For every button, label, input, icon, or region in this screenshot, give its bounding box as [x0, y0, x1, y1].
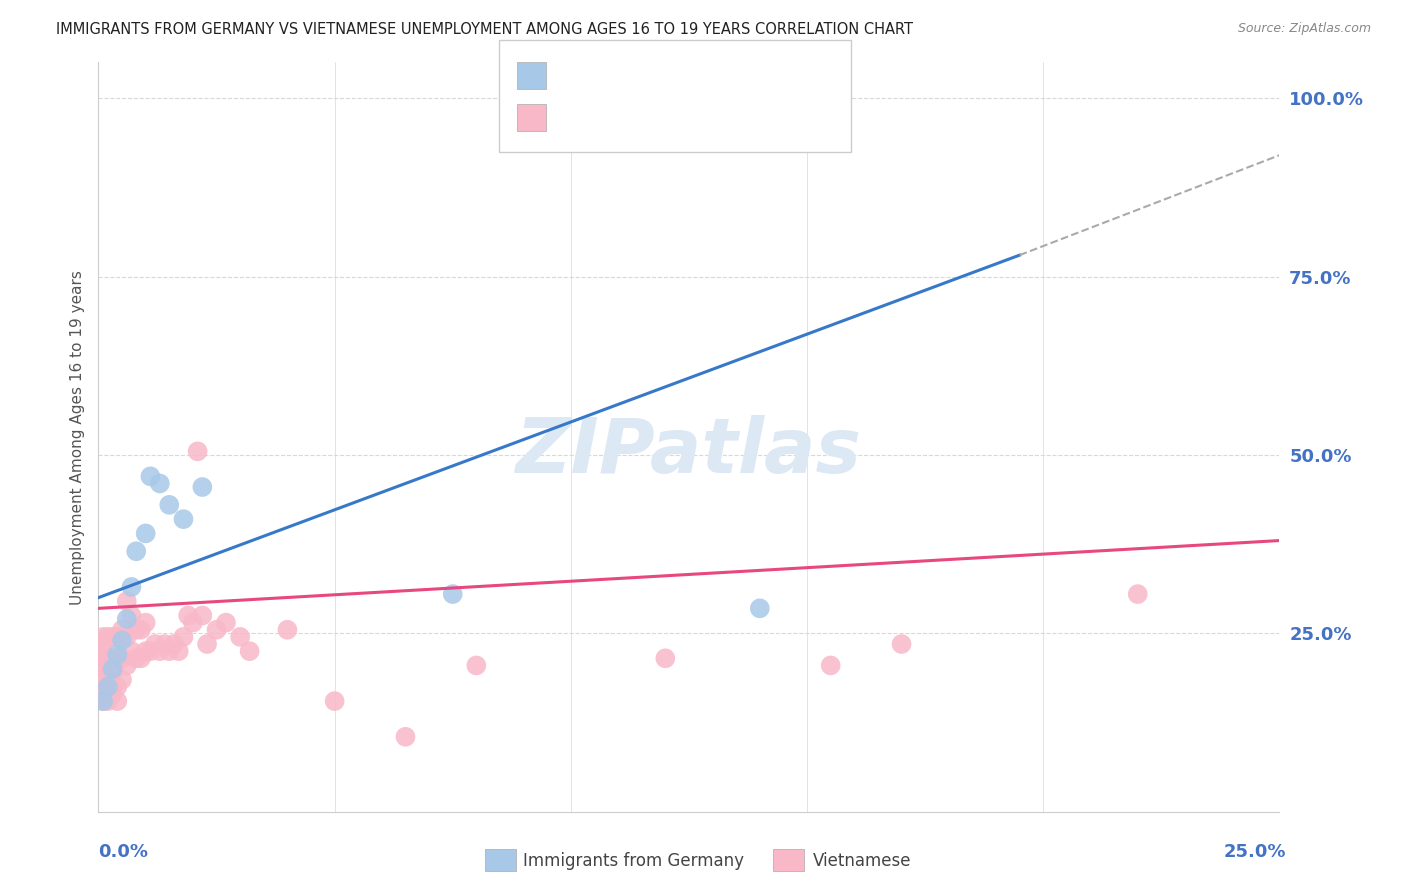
Point [97, 694, 120, 708]
Point [129, 651, 152, 665]
Text: 0.112: 0.112 [598, 109, 645, 123]
Point [139, 469, 162, 483]
Point [748, 601, 770, 615]
Point [163, 637, 186, 651]
Point [187, 444, 209, 458]
Point [105, 648, 128, 662]
Point [97, 680, 120, 694]
Point [149, 476, 172, 491]
Point [181, 615, 204, 630]
Point [167, 644, 190, 658]
Text: 16: 16 [700, 67, 721, 81]
Text: ZIPatlas: ZIPatlas [516, 415, 862, 489]
Point [97, 673, 120, 687]
Text: 0.0%: 0.0% [98, 843, 149, 861]
Point [91, 694, 114, 708]
Point [101, 687, 124, 701]
Point [135, 644, 157, 658]
Point [101, 651, 124, 665]
Point [91, 644, 114, 658]
Point [215, 615, 238, 630]
Point [111, 633, 134, 648]
Point [125, 544, 148, 558]
Text: IMMIGRANTS FROM GERMANY VS VIETNAMESE UNEMPLOYMENT AMONG AGES 16 TO 19 YEARS COR: IMMIGRANTS FROM GERMANY VS VIETNAMESE UN… [56, 22, 914, 37]
Point [191, 480, 214, 494]
Text: Immigrants from Germany: Immigrants from Germany [523, 852, 744, 870]
Point [121, 608, 143, 623]
Point [465, 658, 488, 673]
Point [205, 623, 228, 637]
Text: R =: R = [554, 67, 588, 81]
Point [820, 658, 842, 673]
Point [101, 662, 124, 676]
Point [121, 580, 143, 594]
Point [105, 694, 128, 708]
Point [101, 680, 124, 694]
Point [91, 687, 114, 701]
Point [91, 637, 114, 651]
Point [97, 687, 120, 701]
Text: 25.0%: 25.0% [1225, 843, 1286, 861]
Point [890, 637, 912, 651]
Point [191, 608, 214, 623]
Point [115, 658, 138, 673]
Point [97, 630, 120, 644]
Point [101, 630, 124, 644]
Text: 65: 65 [700, 109, 721, 123]
Point [157, 644, 180, 658]
Point [111, 651, 134, 665]
Point [97, 680, 120, 694]
Point [239, 644, 262, 658]
Text: Vietnamese: Vietnamese [813, 852, 911, 870]
Point [229, 630, 252, 644]
Point [121, 644, 143, 658]
Point [91, 658, 114, 673]
Point [172, 630, 194, 644]
Point [394, 730, 416, 744]
Point [91, 651, 114, 665]
Point [157, 498, 180, 512]
Point [125, 623, 148, 637]
Point [143, 637, 166, 651]
Text: 0.513: 0.513 [598, 67, 645, 81]
Point [111, 673, 134, 687]
Point [135, 615, 157, 630]
Point [91, 680, 114, 694]
Point [111, 623, 134, 637]
Point [97, 651, 120, 665]
Text: N =: N = [661, 109, 695, 123]
Point [139, 644, 162, 658]
Point [91, 665, 114, 680]
Point [153, 637, 176, 651]
Point [177, 608, 200, 623]
Y-axis label: Unemployment Among Ages 16 to 19 years: Unemployment Among Ages 16 to 19 years [69, 269, 84, 605]
Point [135, 526, 157, 541]
Point [115, 594, 138, 608]
Point [129, 623, 152, 637]
Point [105, 651, 128, 665]
Point [323, 694, 346, 708]
Point [441, 587, 464, 601]
Text: N =: N = [661, 67, 695, 81]
Point [115, 612, 138, 626]
Point [91, 694, 114, 708]
Point [105, 630, 128, 644]
Point [91, 673, 114, 687]
Point [91, 630, 114, 644]
Point [276, 623, 298, 637]
Point [149, 644, 172, 658]
Point [101, 665, 124, 680]
Point [172, 512, 194, 526]
Text: Source: ZipAtlas.com: Source: ZipAtlas.com [1237, 22, 1371, 36]
Point [105, 680, 128, 694]
Point [195, 637, 218, 651]
Point [125, 651, 148, 665]
Point [115, 630, 138, 644]
Point [1126, 587, 1149, 601]
Point [654, 651, 676, 665]
Text: R =: R = [554, 109, 588, 123]
